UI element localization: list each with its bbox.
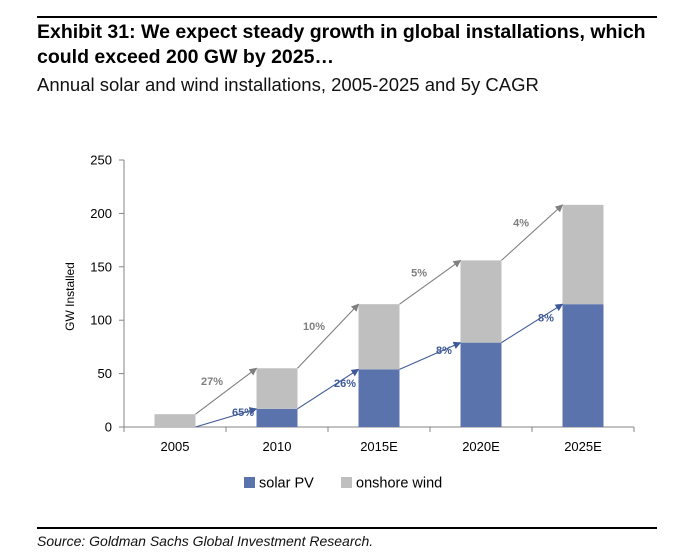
solar-cagr-label: 26%: [334, 378, 356, 390]
total-cagr-arrow: [501, 204, 564, 261]
x-tick-label: 2025E: [564, 439, 602, 454]
x-tick-label: 2020E: [462, 439, 500, 454]
legend-swatch-solar-pv: [244, 477, 255, 488]
bottom-rule: [37, 527, 657, 529]
legend-label-onshore-wind: onshore wind: [356, 476, 442, 492]
x-tick-label: 2010: [263, 439, 292, 454]
solar-cagr-label: 65%: [232, 407, 254, 419]
solar-cagr-arrow: [297, 368, 360, 410]
y-tick-label: 100: [90, 313, 112, 328]
legend-swatch-onshore-wind: [341, 477, 352, 488]
total-cagr-label: 4%: [513, 218, 529, 230]
solar-cagr-arrow: [399, 341, 462, 370]
y-axis-title: GW Installed: [63, 262, 77, 331]
solar-cagr-label: 8%: [538, 312, 554, 324]
bar-onshore-wind-2010: [256, 368, 298, 409]
y-tick-label: 50: [98, 366, 112, 381]
stacked-bar-chart: 0 50 100 150 200 250 2005 2010 2015E 2020E 2025E GW…: [63, 153, 635, 492]
bar-solar-pv-2025e: [562, 304, 604, 427]
solar-cagr-arrow: [195, 407, 258, 428]
x-tick-label: 2015E: [360, 439, 398, 454]
total-cagr-arrow: [297, 303, 360, 369]
bar-onshore-wind-2015e: [358, 304, 400, 370]
total-cagr-label: 27%: [201, 376, 223, 388]
total-cagr-label: 5%: [411, 267, 427, 279]
solar-cagr-arrow: [501, 303, 564, 344]
bar-solar-pv-2010: [256, 408, 298, 427]
bar-onshore-wind-2020e: [460, 260, 502, 343]
total-cagr-arrow: [195, 367, 258, 415]
y-tick-label: 150: [90, 259, 112, 274]
y-tick-label: 200: [90, 206, 112, 221]
bar-solar-pv-2015e: [358, 369, 400, 427]
bar-solar-pv-2020e: [460, 342, 502, 427]
y-tick-label: 250: [90, 153, 112, 168]
source-note: Source: Goldman Sachs Global Investment …: [37, 533, 374, 549]
exhibit-subtitle: Annual solar and wind installations, 200…: [37, 74, 539, 95]
y-tick-label: 0: [105, 420, 112, 435]
bar-onshore-wind-2005: [154, 414, 196, 427]
total-cagr-label: 10%: [303, 321, 325, 333]
total-cagr-arrow: [399, 259, 462, 305]
solar-cagr-label: 8%: [436, 345, 452, 357]
bar-onshore-wind-2025e: [562, 204, 604, 305]
exhibit-title: Exhibit 31: We expect steady growth in g…: [37, 21, 646, 68]
legend-label-solar-pv: solar PV: [259, 476, 314, 492]
top-rule: [37, 16, 657, 18]
x-tick-label: 2005: [161, 439, 190, 454]
